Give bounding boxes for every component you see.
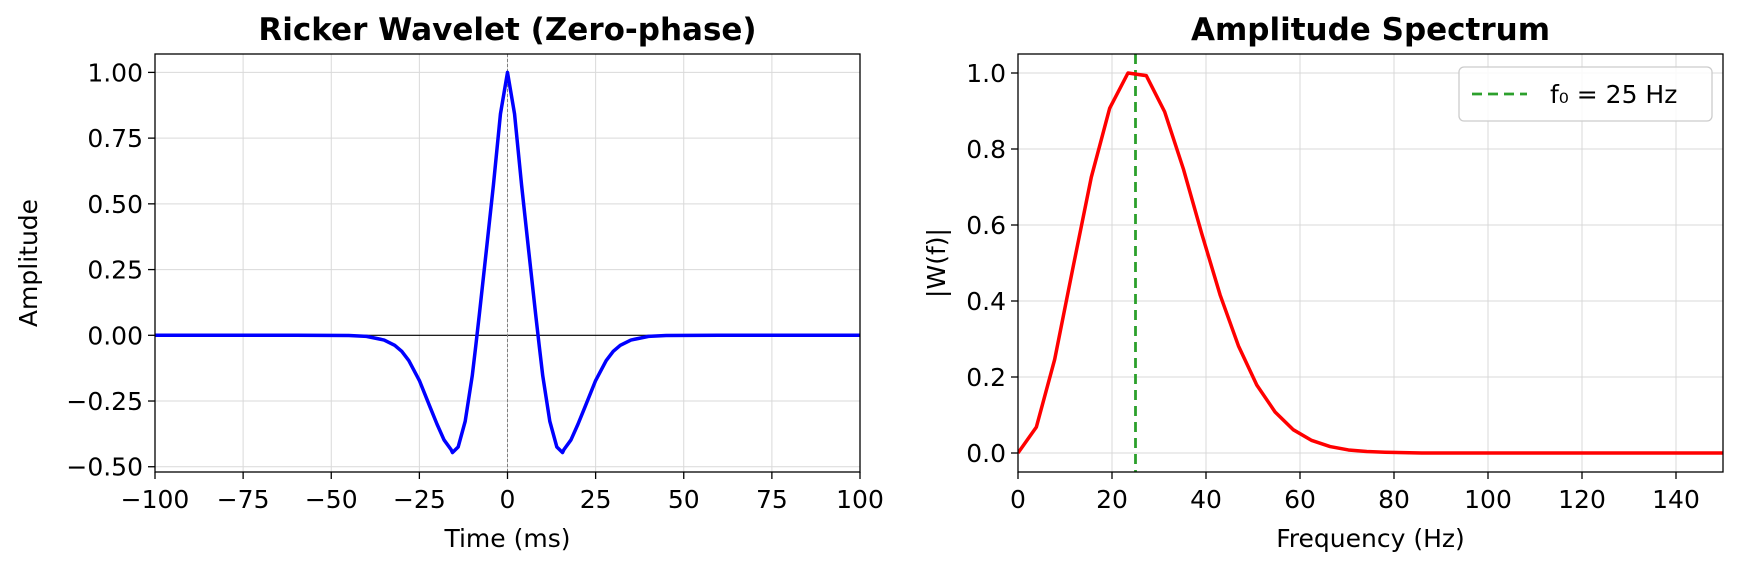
x-axis-label: Frequency (Hz) xyxy=(1276,524,1465,553)
x-tick-label: 100 xyxy=(836,485,884,514)
chart-title: Amplitude Spectrum xyxy=(1191,12,1550,48)
x-axis-label: Time (ms) xyxy=(443,524,570,553)
axes-frame xyxy=(1017,53,1724,473)
x-tick-label: 0 xyxy=(500,485,516,514)
y-tick-label: 0.75 xyxy=(87,124,143,153)
x-tick-label: 60 xyxy=(1284,485,1316,514)
y-tick-label: 0.0 xyxy=(966,439,1006,468)
y-tick-label: 1.0 xyxy=(966,59,1006,88)
x-tick-label: 120 xyxy=(1558,485,1606,514)
y-tick-label: 0.50 xyxy=(87,190,143,219)
legend-label: f₀ = 25 Hz xyxy=(1550,80,1677,109)
x-tick-label: 50 xyxy=(668,485,700,514)
x-tick-label: 25 xyxy=(580,485,612,514)
x-tick-label: 100 xyxy=(1464,485,1512,514)
y-tick-label: −0.25 xyxy=(66,387,143,416)
x-tick-label: −25 xyxy=(393,485,446,514)
x-tick-label: −50 xyxy=(305,485,358,514)
chart-panel-1: −100 −75 −50 −25 0 25 50 75 100 −0.50 −0.25 0.00 0.2… xyxy=(14,12,884,553)
y-tick-label: 0.2 xyxy=(966,363,1006,392)
y-axis-label: Amplitude xyxy=(14,199,43,327)
legend-box xyxy=(1458,66,1713,122)
series-line-1 xyxy=(1018,71,1723,455)
chart-title: Ricker Wavelet (Zero-phase) xyxy=(258,12,756,48)
legend: f₀ = 25 Hz xyxy=(1458,66,1713,122)
x-tick-label: 80 xyxy=(1378,485,1410,514)
chart-panel-2: 0 20 40 60 80 100 120 140 0.0 0.2 0.4 0.6 0.8 1.0 Ampl… xyxy=(922,12,1724,553)
y-tick-label: −0.50 xyxy=(66,453,143,482)
y-tick-label: 1.00 xyxy=(87,58,143,87)
x-tick-label: 20 xyxy=(1096,485,1128,514)
y-axis-label: |W(f)| xyxy=(922,228,951,298)
y-tick-label: 0.4 xyxy=(966,287,1006,316)
y-tick-label: 0.25 xyxy=(87,256,143,285)
y-tick-label: 0.8 xyxy=(966,135,1006,164)
y-tick-label: 0.00 xyxy=(87,321,143,350)
x-tick-label: 75 xyxy=(756,485,788,514)
y-tick-label: 0.6 xyxy=(966,211,1006,240)
x-tick-label: 0 xyxy=(1010,485,1026,514)
x-tick-label: −100 xyxy=(121,485,190,514)
grid-lines xyxy=(1017,54,1723,472)
x-tick-label: −75 xyxy=(217,485,270,514)
x-tick-label: 40 xyxy=(1190,485,1222,514)
x-tick-label: 140 xyxy=(1652,485,1700,514)
series-line-1 xyxy=(155,70,860,455)
